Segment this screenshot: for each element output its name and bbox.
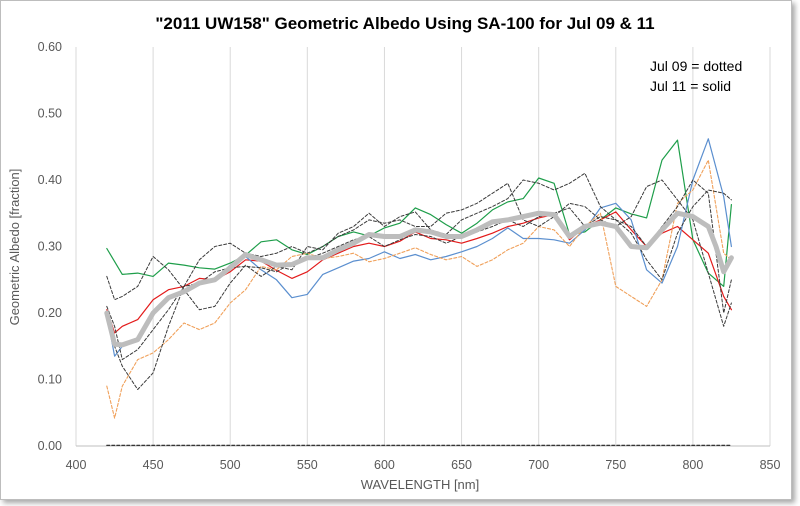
grid-lines [75, 47, 771, 447]
x-tick-label: 550 [297, 458, 318, 472]
x-tick-label: 750 [605, 458, 626, 472]
x-tick-label: 600 [374, 458, 395, 472]
series-group [104, 138, 734, 446]
y-tick-label: 0.10 [38, 373, 62, 387]
series-line-4 [106, 172, 732, 311]
series-line-6 [106, 179, 732, 361]
y-tick-labels: 0.00 0.10 0.20 0.30 0.40 0.50 0.60 [38, 40, 62, 453]
x-tick-label: 800 [682, 458, 703, 472]
series-line-3 [106, 159, 732, 419]
chart-frame [0, 0, 792, 500]
x-tick-label: 700 [528, 458, 549, 472]
x-tick-label: 850 [760, 458, 781, 472]
x-tick-label: 400 [66, 458, 87, 472]
series-line-5 [106, 179, 732, 390]
y-tick-label: 0.50 [38, 107, 62, 121]
y-axis-label: Geometric Albedo [fraction] [7, 169, 22, 326]
annotation-solid: Jul 11 = solid [650, 78, 731, 94]
y-tick-label: 0.00 [38, 439, 62, 453]
x-tick-labels: 400 450 500 550 600 650 700 750 800 850 [66, 458, 781, 472]
x-axis-label: WAVELENGTH [nm] [361, 477, 479, 492]
annotation-dotted: Jul 09 = dotted [650, 58, 742, 74]
y-tick-label: 0.20 [38, 306, 62, 320]
y-tick-label: 0.60 [38, 40, 62, 54]
x-tick-label: 650 [451, 458, 472, 472]
chart-title: "2011 UW158" Geometric Albedo Using SA-1… [155, 14, 654, 33]
x-tick-label: 450 [143, 458, 164, 472]
y-tick-label: 0.40 [38, 173, 62, 187]
series-line-8 [104, 210, 734, 348]
series-line-0 [106, 139, 733, 287]
y-tick-label: 0.30 [38, 240, 62, 254]
x-tick-label: 500 [220, 458, 241, 472]
